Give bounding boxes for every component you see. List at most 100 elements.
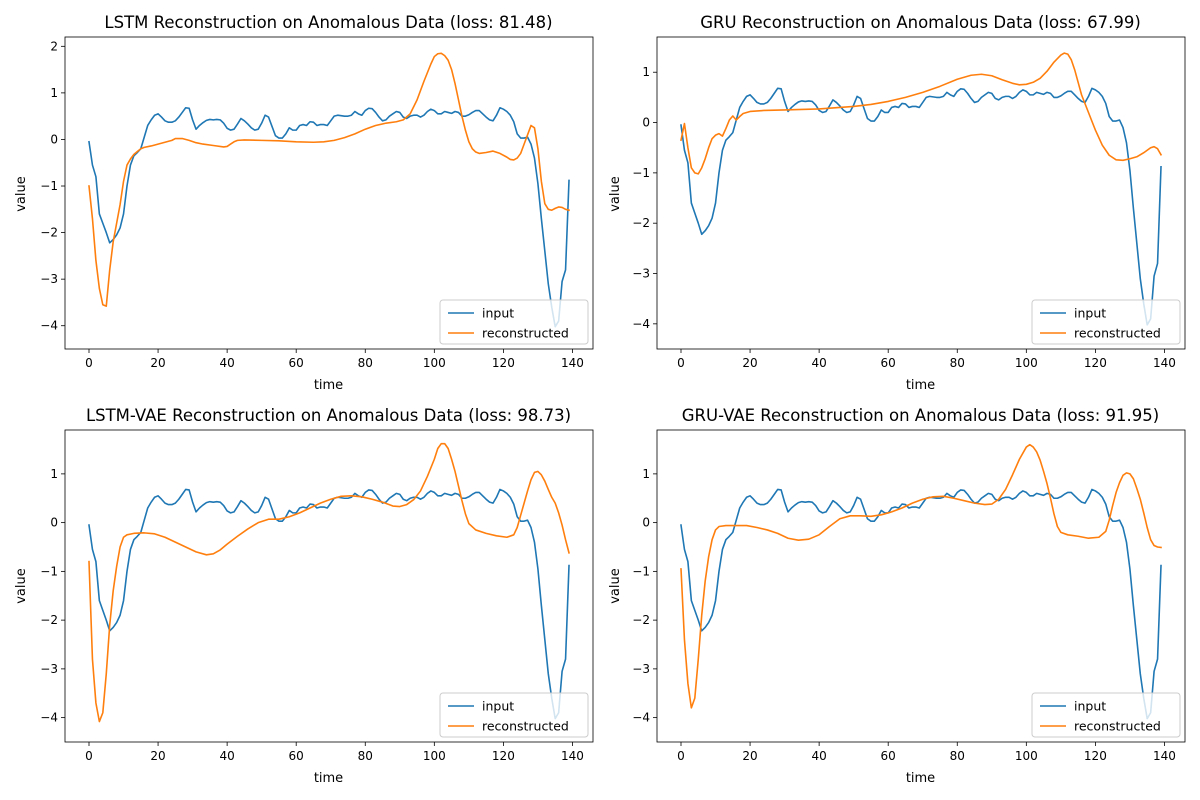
- x-tick-label: 140: [1153, 749, 1176, 763]
- x-tick-label: 120: [1084, 749, 1107, 763]
- x-tick-label: 140: [1153, 356, 1176, 370]
- legend-label-input: input: [1074, 699, 1106, 714]
- y-tick-label: 2: [50, 39, 58, 53]
- x-tick-label: 120: [492, 749, 515, 763]
- legend: input reconstructed: [1031, 692, 1181, 738]
- legend-label-reconstructed: reconstructed: [482, 719, 569, 734]
- series-line-reconstructed: [88, 52, 570, 307]
- legend-label-reconstructed: reconstructed: [1074, 719, 1161, 734]
- legend: input reconstructed: [1031, 299, 1181, 345]
- subplot-gru: GRU Reconstruction on Anomalous Data (lo…: [608, 13, 1186, 393]
- x-tick-label: 80: [950, 356, 965, 370]
- x-tick-label: 0: [677, 749, 685, 763]
- legend-box: [439, 692, 589, 738]
- y-tick-label: −2: [632, 613, 650, 627]
- legend: input reconstructed: [439, 692, 589, 738]
- x-tick-label: 40: [811, 749, 826, 763]
- axes-frame: [656, 36, 1186, 350]
- y-tick-label: −4: [632, 711, 650, 725]
- x-tick-label: 60: [881, 356, 896, 370]
- x-tick-label: 80: [358, 749, 373, 763]
- chart-title: GRU-VAE Reconstruction on Anomalous Data…: [682, 406, 1159, 425]
- x-tick-label: 120: [492, 356, 515, 370]
- y-tick-label: 0: [642, 116, 650, 130]
- series-line-reconstructed: [680, 52, 1163, 175]
- legend-label-input: input: [482, 306, 514, 321]
- legend-box: [1031, 692, 1181, 738]
- legend: input reconstructed: [439, 299, 589, 345]
- y-tick-label: −2: [632, 216, 650, 230]
- x-tick-label: 0: [677, 356, 685, 370]
- x-tick-label: 0: [85, 749, 93, 763]
- y-axis-label: value: [14, 568, 29, 604]
- chart-title: LSTM Reconstruction on Anomalous Data (l…: [104, 13, 552, 32]
- x-tick-label: 120: [1084, 356, 1107, 370]
- x-tick-label: 20: [742, 749, 757, 763]
- series-line-reconstructed: [680, 443, 1162, 709]
- y-tick-label: −3: [40, 662, 58, 676]
- y-tick-label: 0: [642, 516, 650, 530]
- x-tick-label: 20: [742, 356, 757, 370]
- subplot-lstm: LSTM Reconstruction on Anomalous Data (l…: [14, 13, 594, 393]
- y-axis-label: value: [608, 568, 623, 604]
- x-tick-label: 100: [423, 356, 446, 370]
- x-tick-label: 40: [219, 356, 234, 370]
- y-tick-label: −3: [632, 267, 650, 281]
- y-tick-label: 1: [642, 467, 650, 481]
- series-line-input: [88, 106, 570, 328]
- axes-frame: [64, 36, 594, 350]
- y-tick-label: −3: [632, 662, 650, 676]
- x-tick-label: 60: [881, 749, 896, 763]
- series-line-input: [680, 488, 1162, 720]
- y-tick-label: 1: [642, 65, 650, 79]
- legend-label-input: input: [482, 699, 514, 714]
- x-tick-label: 100: [1015, 356, 1038, 370]
- x-tick-label: 40: [811, 356, 826, 370]
- x-tick-label: 20: [150, 749, 165, 763]
- y-tick-label: −1: [632, 564, 650, 578]
- x-axis-label: time: [314, 378, 343, 393]
- x-tick-label: 0: [85, 356, 93, 370]
- legend-label-reconstructed: reconstructed: [482, 326, 569, 341]
- subplot-lstm-vae: LSTM-VAE Reconstruction on Anomalous Dat…: [14, 406, 594, 786]
- legend-label-reconstructed: reconstructed: [1074, 326, 1161, 341]
- y-tick-label: −2: [40, 613, 58, 627]
- legend-box: [1031, 299, 1181, 345]
- y-tick-label: −2: [40, 226, 58, 240]
- y-axis-label: value: [608, 176, 623, 212]
- x-tick-label: 60: [289, 749, 304, 763]
- y-tick-label: 1: [50, 86, 58, 100]
- y-tick-label: −3: [40, 272, 58, 286]
- x-tick-label: 60: [289, 356, 304, 370]
- y-tick-label: −1: [632, 166, 650, 180]
- y-tick-label: −1: [40, 179, 58, 193]
- x-tick-label: 100: [1015, 749, 1038, 763]
- y-tick-label: −4: [632, 317, 650, 331]
- legend-box: [439, 299, 589, 345]
- x-axis-label: time: [906, 378, 935, 393]
- subplot-gru-vae: GRU-VAE Reconstruction on Anomalous Data…: [608, 406, 1186, 786]
- x-tick-label: 80: [950, 749, 965, 763]
- legend-label-input: input: [1074, 306, 1106, 321]
- x-axis-label: time: [314, 771, 343, 786]
- x-tick-label: 20: [150, 356, 165, 370]
- y-tick-label: −1: [40, 564, 58, 578]
- y-axis-label: value: [14, 176, 29, 212]
- x-axis-label: time: [906, 771, 935, 786]
- y-tick-label: −4: [40, 319, 58, 333]
- x-tick-label: 100: [423, 749, 446, 763]
- y-tick-label: 0: [50, 516, 58, 530]
- y-tick-label: −4: [40, 711, 58, 725]
- chart-title: LSTM-VAE Reconstruction on Anomalous Dat…: [86, 406, 571, 425]
- series-line-input: [88, 488, 570, 720]
- chart-title: GRU Reconstruction on Anomalous Data (lo…: [700, 13, 1141, 32]
- series-line-reconstructed: [88, 442, 570, 723]
- axes-frame: [64, 429, 594, 743]
- x-tick-label: 80: [358, 356, 373, 370]
- series-line-input: [680, 87, 1162, 326]
- axes-frame: [656, 429, 1186, 743]
- y-tick-label: 1: [50, 467, 58, 481]
- y-tick-label: 0: [50, 132, 58, 146]
